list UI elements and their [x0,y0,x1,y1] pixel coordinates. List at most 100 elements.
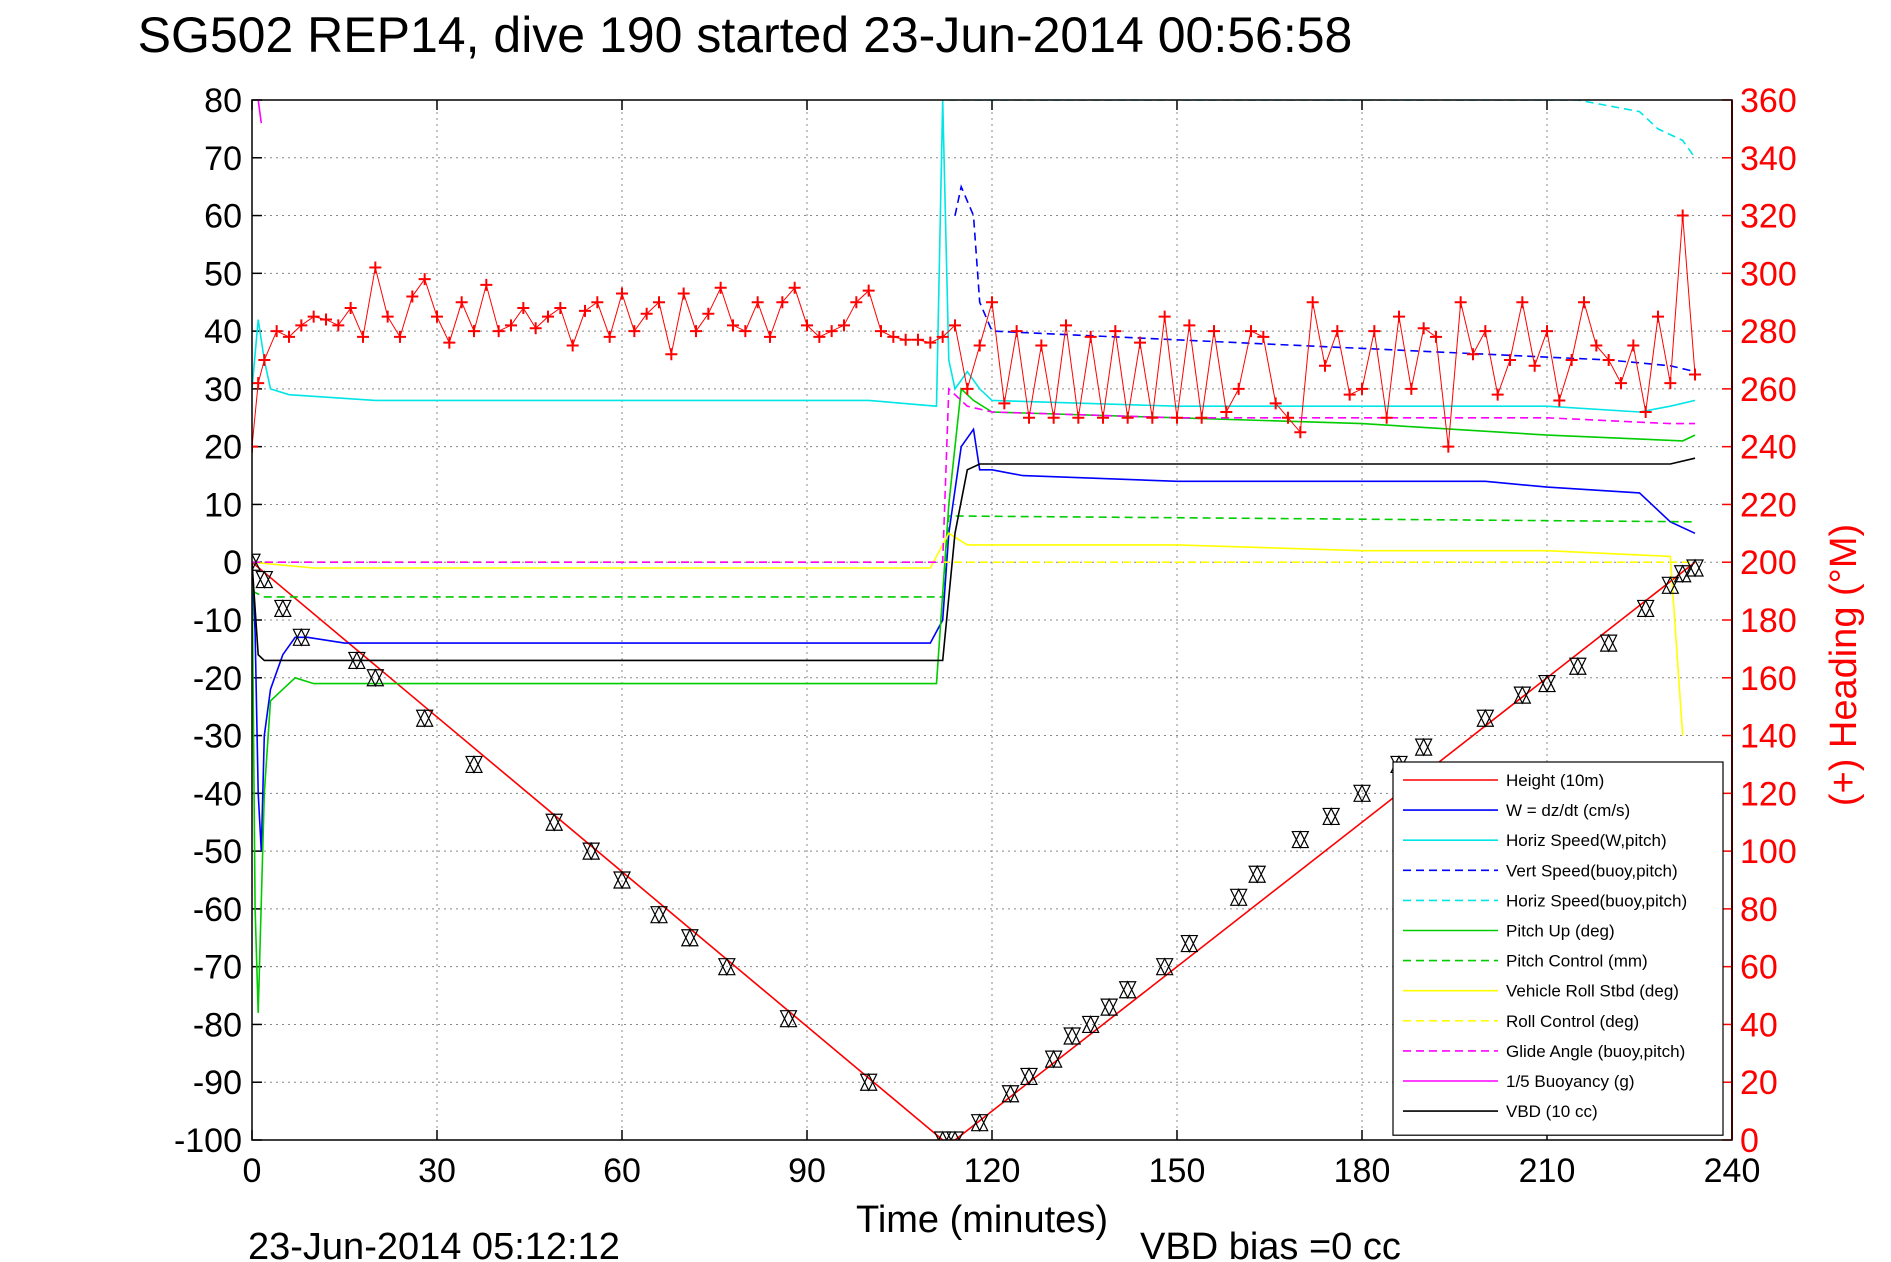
heading-marker [455,296,468,309]
plot-series [252,100,1696,1140]
series-line-5 [252,387,1696,1013]
height-marker-down [1180,934,1199,953]
heading-marker [1627,339,1640,352]
y-tick-label: 70 [204,140,242,178]
heading-marker [616,287,628,300]
heading-marker [875,325,887,338]
series-line-7 [252,532,1684,736]
footer-vbd-bias: VBD bias =0 cc [1140,1226,1401,1262]
right-tick-label: 20 [1740,1064,1778,1102]
heading-marker [714,281,727,294]
heading-marker [1541,325,1553,338]
plot-markers [252,209,1704,1140]
heading-marker [899,333,912,346]
height-marker-up [1476,708,1495,727]
height-marker-down [1476,709,1495,728]
heading-marker [1158,310,1171,323]
heading-marker [1430,330,1442,343]
heading-marker [1676,209,1689,222]
heading-marker [394,330,406,343]
height-marker-up [1568,656,1587,675]
heading-marker [252,440,258,453]
heading-marker [1417,322,1430,335]
y-tick-label: -20 [193,660,242,698]
x-tick-label: 240 [1704,1152,1761,1190]
heading-marker [270,325,283,338]
series-line-3 [954,184,1696,373]
height-marker-down [292,628,311,647]
heading-marker [1121,411,1134,424]
heading-marker [1134,336,1146,349]
x-tick-label: 60 [603,1152,641,1190]
height-marker-down [1538,674,1556,693]
series-line-1 [252,427,1696,852]
height-marker-down [366,669,385,688]
legend-label: Horiz Speed(W,pitch) [1506,831,1667,850]
heading-marker [603,330,616,343]
heading-marker [1639,406,1652,418]
heading-marker [1257,330,1270,343]
heading-marker [1405,382,1418,395]
height-marker-down [717,958,736,977]
height-marker-up [465,755,483,774]
y-tick-label: -40 [193,775,242,813]
chart-title: SG502 REP14, dive 190 started 23-Jun-201… [138,7,1353,63]
heading-marker [579,304,591,317]
height-marker-up [1248,864,1267,883]
right-tick-label: 280 [1740,313,1797,351]
height-marker-down [1020,1067,1038,1086]
height-marker-up [273,599,292,618]
y-tick-label: -50 [193,833,242,871]
legend-label: Pitch Control (mm) [1506,952,1648,971]
heading-marker [764,330,776,343]
height-marker-down [1291,830,1310,849]
heading-marker [1615,377,1627,390]
heading-marker [1380,411,1393,424]
legend-label: Horiz Speed(buoy,pitch) [1506,891,1687,910]
legend-label: 1/5 Buoyancy (g) [1506,1072,1635,1091]
height-marker-down [1686,559,1704,578]
heading-marker [1689,368,1701,381]
height-marker-down [1001,1085,1020,1104]
y-tick-label: 10 [204,486,242,524]
heading-marker [653,296,665,309]
heading-marker [1282,411,1294,424]
x-axis-label: Time (minutes) [856,1199,1108,1241]
heading-marker [1294,426,1307,439]
heading-marker [628,325,641,338]
heading-marker [1442,440,1455,453]
right-tick-label: 120 [1740,775,1797,813]
heading-marker [825,325,838,338]
heading-marker [1023,411,1035,424]
y-tick-label: 50 [204,255,242,293]
heading-marker [320,313,332,326]
height-marker-up [545,812,564,831]
heading-marker [1208,325,1220,338]
legend-label: VBD (10 cc) [1506,1102,1598,1121]
heading-marker [369,261,382,274]
heading-marker [295,319,308,332]
heading-marker [1010,325,1023,338]
heading-marker [1084,330,1097,343]
heading-marker [542,310,554,323]
y-tick-label: -60 [193,891,242,929]
heading-marker [566,339,579,352]
right-tick-label: 40 [1740,1006,1778,1044]
heading-marker [690,325,702,338]
heading-marker [1220,406,1233,418]
height-marker-down [1248,865,1267,884]
series-line-10 [257,100,263,124]
plot-frame [251,99,1733,1141]
height-marker-up [1322,807,1341,826]
heading-marker [936,330,949,343]
height-marker-down [465,755,483,774]
height-marker-down [1599,634,1618,653]
height-marker-down [252,553,261,572]
heading-marker [505,319,517,332]
right-tick-label: 0 [1740,1122,1759,1160]
heading-marker [1072,411,1085,424]
heading-marker [850,296,863,309]
heading-marker [788,281,801,294]
heading-marker [640,307,653,320]
heading-marker [1356,382,1368,395]
